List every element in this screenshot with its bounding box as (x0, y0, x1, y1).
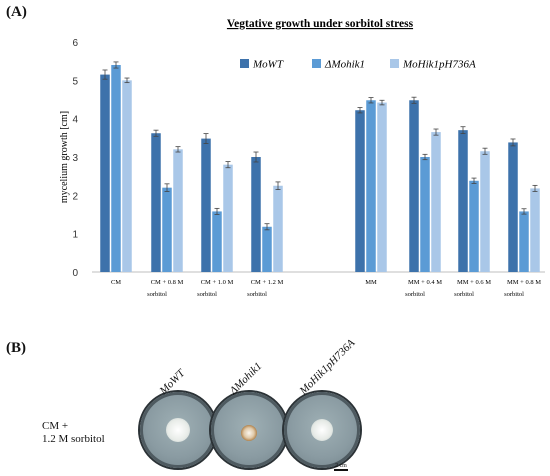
x-tick-label-line2: sorbitol (504, 291, 524, 298)
bar (480, 151, 490, 272)
bar (420, 157, 430, 272)
y-tick-label: 3 (72, 153, 78, 164)
condition-line2: 1.2 M sorbitol (42, 433, 105, 445)
bar (508, 142, 518, 272)
x-tick-label-line2: sorbitol (147, 291, 167, 298)
petri-dish-mohik1p (284, 392, 360, 468)
x-tick-label: CM + 1.2 M (251, 279, 284, 286)
x-tick-label-line2: sorbitol (454, 291, 474, 298)
bar (469, 180, 479, 272)
colony-mohik1p (311, 419, 333, 441)
bar (162, 187, 172, 272)
x-tick-label: CM (111, 279, 121, 286)
scale-bar (334, 469, 348, 471)
bar (431, 132, 441, 272)
x-tick-label: MM (365, 279, 377, 286)
y-axis-label: mycelium growth [cm] (59, 111, 70, 203)
colony-wt (166, 418, 190, 442)
y-tick-label: 5 (72, 76, 78, 87)
x-tick-label: MM + 0.6 M (457, 279, 491, 286)
bar (366, 100, 376, 273)
colony-mohik1 (241, 425, 257, 441)
bar (201, 138, 211, 272)
legend-label: MoHik1pH736A (402, 59, 476, 71)
x-tick-label-line2: sorbitol (405, 291, 425, 298)
legend-label: ΔMohik1 (324, 59, 365, 71)
y-tick-label: 1 (72, 230, 78, 241)
x-tick-label: CM + 1.0 M (201, 279, 234, 286)
bar (151, 133, 161, 272)
bar (530, 188, 540, 272)
y-tick-label: 4 (72, 115, 78, 126)
panel-b-label: (B) (6, 340, 26, 356)
legend-swatch (390, 59, 399, 68)
petri-dish-mohik1 (211, 392, 287, 468)
legend-label: MoWT (252, 59, 284, 71)
x-tick-label: MM + 0.4 M (408, 279, 442, 286)
bar (111, 65, 121, 272)
bar (223, 164, 233, 272)
legend-swatch (312, 59, 321, 68)
y-tick-label: 2 (72, 191, 78, 202)
bar (122, 80, 132, 272)
plate-label-mohik1: ΔMohik1 (227, 360, 265, 397)
condition-line1: CM + (42, 420, 69, 432)
x-tick-label-line2: sorbitol (247, 291, 267, 298)
bar (173, 149, 183, 272)
x-tick-label: MM + 0.8 M (507, 279, 541, 286)
bar (409, 100, 419, 273)
plate-label-wt: MoWT (157, 367, 188, 397)
plate-label-mohik1p: MoHik1pH736A (297, 337, 358, 397)
bar (458, 130, 468, 272)
y-tick-label: 0 (72, 268, 78, 279)
bar (377, 102, 387, 272)
bar-chart: Vegtative growth under sorbitol stress 0 1… (59, 18, 545, 298)
chart-title: Vegtative growth under sorbitol stress (227, 18, 414, 30)
condition-label: CM + 1.2 M sorbitol (42, 420, 105, 446)
legend-swatch (240, 59, 249, 68)
bar (100, 74, 110, 272)
x-tick-label-line2: sorbitol (197, 291, 217, 298)
y-tick-label: 6 (72, 38, 78, 49)
bar (355, 110, 365, 272)
petri-dish-wt (140, 392, 216, 468)
scale-bar-label: 2 cm (335, 463, 347, 469)
bar (273, 185, 283, 272)
bar (519, 211, 529, 272)
bar (212, 211, 222, 272)
panel-a-label: (A) (6, 4, 27, 20)
bar (262, 226, 272, 272)
bar (251, 157, 261, 272)
x-tick-label: CM + 0.8 M (151, 279, 184, 286)
